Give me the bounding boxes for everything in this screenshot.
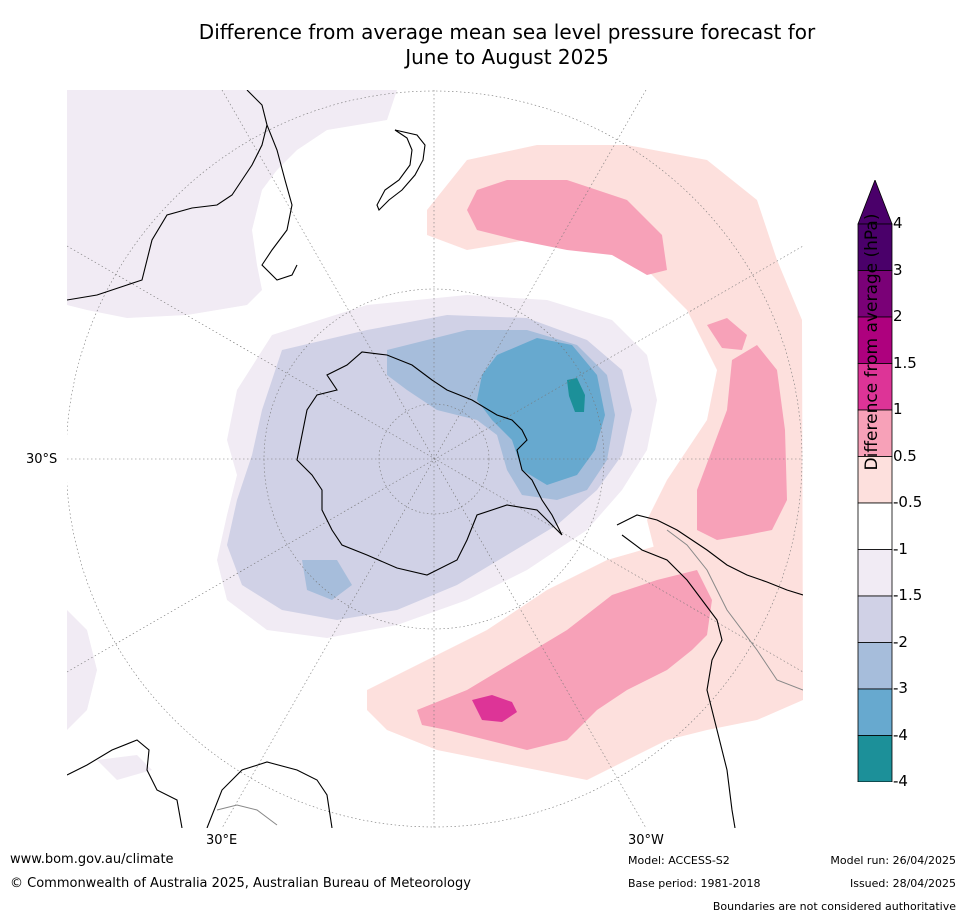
anomaly-zone-minus-3: [567, 378, 585, 412]
colorbar-bin: [857, 316, 893, 364]
title-line-2: June to August 2025: [405, 45, 609, 69]
colorbar-tick-label: -1: [893, 539, 908, 558]
anomaly-zone-plus-1-small: [707, 318, 747, 350]
anomaly-zone-plus-1-north: [467, 180, 667, 275]
colorbar-tick-label: -3: [893, 679, 908, 697]
colorbar-bin: [857, 688, 893, 736]
border-south-america: [666, 529, 803, 691]
anomaly-zone-minus-1-5-south: [302, 560, 352, 600]
colorbar-tick-label: -0.5: [893, 493, 923, 511]
anomaly-zone-minus-2: [477, 338, 605, 485]
colorbar-bin: [857, 735, 893, 782]
borders: [216, 529, 803, 826]
colorbar-title: Difference from average (hPa): [862, 213, 882, 471]
colorbar-tick-label: 3: [893, 260, 903, 279]
title-line-1: Difference from average mean sea level p…: [198, 20, 816, 44]
colorbar-bin: [857, 642, 893, 690]
colorbar-bin: [857, 270, 893, 318]
meridian-line: [221, 90, 647, 828]
coastline-antarctica: [296, 351, 563, 576]
chart-title: Difference from average mean sea level p…: [0, 20, 965, 70]
footer-base-period: Base period: 1981-2018: [628, 877, 761, 890]
footer-copyright: © Commonwealth of Australia 2025, Austra…: [10, 876, 471, 891]
colorbar-tick-label: 1.5: [893, 353, 917, 372]
colorbar-bin: [857, 502, 893, 550]
footer-disclaimer: Boundaries are not considered authoritat…: [712, 900, 956, 913]
coastline-south-america-2: [621, 534, 736, 828]
pressure-anomaly-map: [67, 90, 803, 828]
colorbar-bin: [857, 456, 893, 504]
anomaly-zone-plus-1-east: [697, 345, 787, 540]
coastline-africa: [67, 739, 183, 828]
anomaly-zone-minus-0-5-small: [97, 755, 152, 780]
colorbar-tick-label: 4: [893, 214, 903, 232]
colorbar-tick-label: -4: [893, 772, 908, 790]
colorbar-bin: [857, 223, 893, 271]
colorbar: [857, 180, 893, 782]
colorbar-bin: [857, 409, 893, 457]
meridian-line: [221, 90, 647, 828]
colorbar-tick-label: 1: [893, 400, 903, 418]
coastline-south-america: [616, 514, 803, 596]
footer-issued: Issued: 28/04/2025: [849, 877, 956, 890]
colorbar-bin: [857, 595, 893, 643]
graticule: [67, 90, 803, 828]
latitude-label-30s: 30°S: [26, 452, 58, 467]
colorbar-tick-label: -1.5: [893, 586, 923, 604]
footer-model-run: Model run: 26/04/2025: [830, 854, 956, 867]
anomaly-zone-minus-0-5-southwest: [67, 610, 97, 730]
colorbar-tick-label: 2: [893, 307, 903, 325]
coastline-africa-2: [206, 761, 333, 828]
colorbar-tick-label: 0.5: [893, 446, 917, 465]
anomaly-zone-plus-1-5: [472, 695, 517, 722]
meridian-line: [67, 245, 803, 673]
longitude-label-30e: 30°E: [206, 833, 238, 848]
colorbar-tick-label: -2: [893, 632, 908, 651]
coastlines: [67, 90, 803, 828]
coastline-australia-east: [261, 124, 298, 281]
border-africa: [216, 804, 278, 826]
coastline-australia: [67, 90, 268, 301]
anomaly-zone-minus-0-5-west: [67, 90, 397, 318]
coastline-new-zealand: [376, 129, 426, 211]
colorbar-bin: [857, 549, 893, 597]
colorbar-tick-label: -4: [893, 725, 908, 744]
footer-model: Model: ACCESS-S2: [628, 854, 730, 867]
colorbar-bin: [857, 363, 893, 411]
footer-url: www.bom.gov.au/climate: [10, 852, 174, 867]
longitude-label-30w: 30°W: [628, 833, 664, 848]
